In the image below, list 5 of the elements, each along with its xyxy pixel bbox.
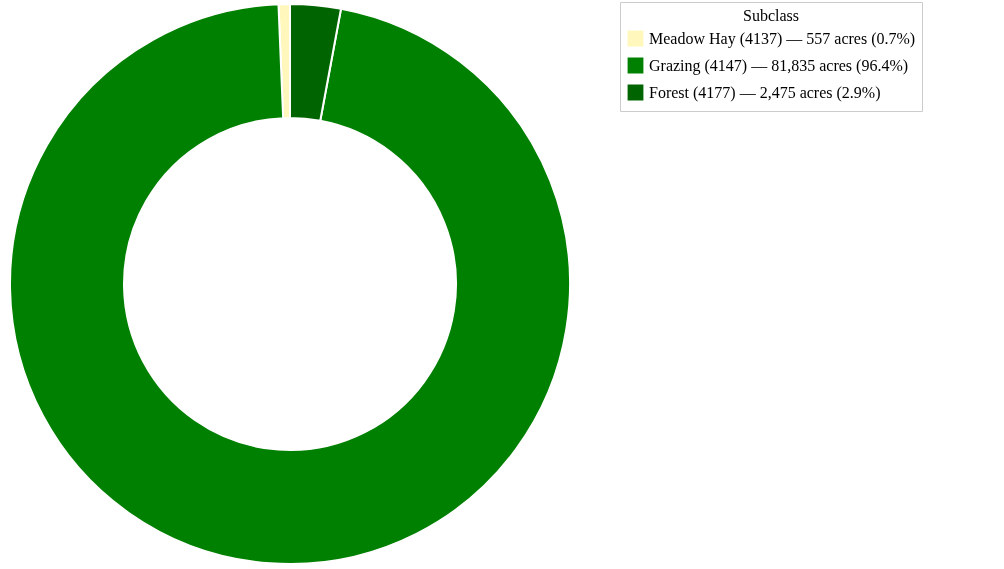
legend-label: Forest (4177) — 2,475 acres (2.9%) — [649, 83, 881, 102]
legend-label: Meadow Hay (4137) — 557 acres (0.7%) — [649, 29, 916, 48]
donut-slice — [9, 3, 571, 565]
legend-title: Subclass — [743, 7, 799, 24]
legend-label: Grazing (4147) — 81,835 acres (96.4%) — [649, 56, 909, 75]
